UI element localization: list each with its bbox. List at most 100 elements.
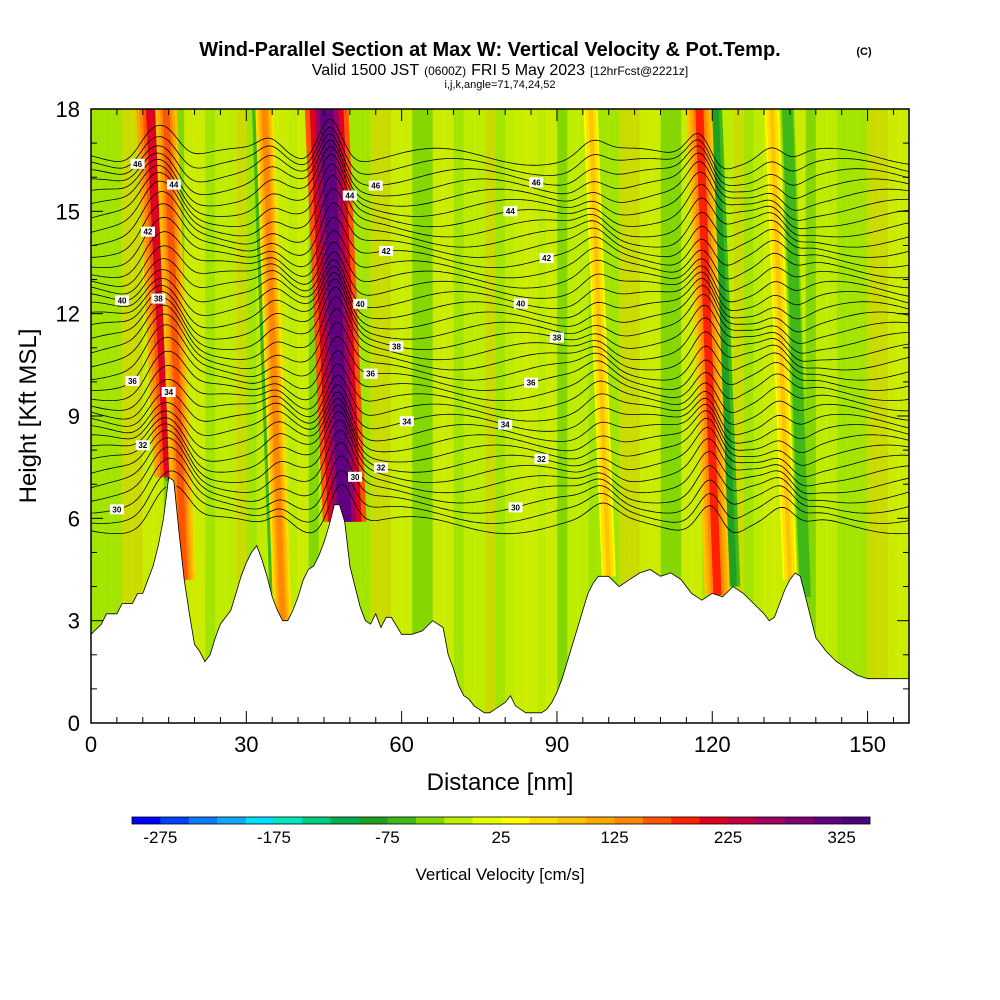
x-axis: 0 30 60 90 120 150 xyxy=(85,109,894,757)
contour-label: 46 xyxy=(368,180,383,191)
background-stripe xyxy=(204,109,216,723)
y-tick-label: 3 xyxy=(68,609,80,634)
background-stripe xyxy=(826,109,838,723)
svg-text:32: 32 xyxy=(537,455,546,464)
background-stripe xyxy=(525,109,537,723)
background-stripe xyxy=(111,109,123,723)
svg-text:40: 40 xyxy=(118,296,127,305)
x-tick-label: 90 xyxy=(545,732,569,757)
svg-text:44: 44 xyxy=(345,192,354,201)
contour-label: 40 xyxy=(115,295,130,306)
theta-contour-line xyxy=(91,202,909,258)
theta-contour-line xyxy=(91,153,909,221)
background-stripe xyxy=(298,109,309,723)
y-tick-label: 9 xyxy=(68,404,80,429)
contour-label: 46 xyxy=(529,177,544,188)
contour-label: 40 xyxy=(513,298,528,309)
svg-text:30: 30 xyxy=(511,503,520,512)
svg-text:34: 34 xyxy=(402,417,411,426)
colorbar-tick-label: -75 xyxy=(375,828,400,847)
colorbar-swatch xyxy=(501,817,530,824)
contour-label: 32 xyxy=(135,440,150,451)
background-stripe xyxy=(732,109,744,723)
subtitle-fcst: [12hrFcst@2221z] xyxy=(590,64,688,78)
theta-contour-line xyxy=(91,469,909,524)
background-stripe xyxy=(360,109,372,723)
background-stripe xyxy=(888,109,900,723)
background-stripe xyxy=(122,109,133,723)
x-axis-label: Distance [nm] xyxy=(427,769,574,796)
colorbar-swatch xyxy=(728,817,757,824)
theta-contour-line xyxy=(91,398,909,453)
theta-contour-line xyxy=(91,241,909,292)
contour-label: 42 xyxy=(140,226,155,237)
background-stripe xyxy=(380,109,392,723)
colorbar-swatch xyxy=(699,817,729,824)
contour-label: 34 xyxy=(399,416,414,427)
colorbar-swatch xyxy=(444,817,473,824)
colorbar-swatch xyxy=(387,817,417,824)
theta-contour-line xyxy=(91,146,909,211)
svg-text:36: 36 xyxy=(366,370,375,379)
background-stripe xyxy=(805,109,817,723)
svg-text:30: 30 xyxy=(112,505,121,514)
background-stripe xyxy=(515,109,527,723)
background-stripe xyxy=(619,109,630,723)
colorbar-swatch xyxy=(273,817,303,824)
theta-contour-line xyxy=(91,455,909,514)
background-stripe xyxy=(443,109,454,723)
colorbar-swatch xyxy=(359,817,388,824)
contour-labels: 30 30 30 32 32 32 34 34 34 36 36 36 38 38 38 40 40 40 42 42… xyxy=(109,158,564,515)
background-stripe xyxy=(453,109,465,723)
svg-text:32: 32 xyxy=(138,441,147,450)
svg-text:44: 44 xyxy=(506,207,515,216)
colorbar-tick-label: 125 xyxy=(600,828,628,847)
subtitle-utc: (0600Z) xyxy=(424,64,466,78)
contour-label: 36 xyxy=(524,377,539,388)
contour-label: 44 xyxy=(166,179,181,190)
colorbar-swatch xyxy=(756,817,786,824)
background-stripe xyxy=(184,109,196,723)
colorbar-swatch xyxy=(132,817,161,824)
plot-area: 30 30 30 32 32 32 34 34 34 36 36 36 38 38 38 40 40 40 42 42… xyxy=(91,109,909,723)
background-stripe xyxy=(753,109,765,723)
contour-label: 30 xyxy=(348,471,363,482)
colorbar-swatch xyxy=(671,817,700,824)
svg-text:38: 38 xyxy=(552,333,561,342)
theta-contour-line xyxy=(91,271,909,333)
x-tick-label: 150 xyxy=(849,732,886,757)
x-tick-label: 60 xyxy=(389,732,413,757)
background-stripe xyxy=(877,109,889,723)
svg-text:32: 32 xyxy=(376,464,385,473)
contour-label: 36 xyxy=(125,375,140,386)
contour-label: 38 xyxy=(389,341,404,352)
colorbar-tick-label: 25 xyxy=(492,828,511,847)
theta-contour-line xyxy=(91,363,909,413)
colorbar xyxy=(131,816,871,825)
contour-label: 32 xyxy=(373,462,388,473)
theta-contour-line xyxy=(91,350,909,401)
background-stripe xyxy=(235,109,247,723)
contour-label: 30 xyxy=(109,504,124,515)
updraft-band xyxy=(695,109,722,596)
background-stripe xyxy=(246,109,258,723)
svg-text:38: 38 xyxy=(154,295,163,304)
theta-contour-line xyxy=(91,278,909,344)
colorbar-swatch xyxy=(160,817,190,824)
theta-contour-line xyxy=(91,126,909,179)
svg-text:40: 40 xyxy=(516,300,525,309)
theta-contour-line xyxy=(91,321,909,381)
x-tick-label: 0 xyxy=(85,732,97,757)
background-stripe xyxy=(577,109,589,723)
subtitle-date: FRI 5 May 2023 xyxy=(471,62,585,79)
colorbar-swatch xyxy=(188,817,218,824)
contour-label: 46 xyxy=(130,158,145,169)
background-stripe xyxy=(432,109,444,723)
theta-contour-line xyxy=(91,296,909,362)
colorbar-tick-label: -175 xyxy=(257,828,291,847)
svg-text:34: 34 xyxy=(164,388,173,397)
svg-text:46: 46 xyxy=(532,178,541,187)
theta-contour-line xyxy=(91,286,909,354)
colorbar-swatch xyxy=(586,817,615,824)
